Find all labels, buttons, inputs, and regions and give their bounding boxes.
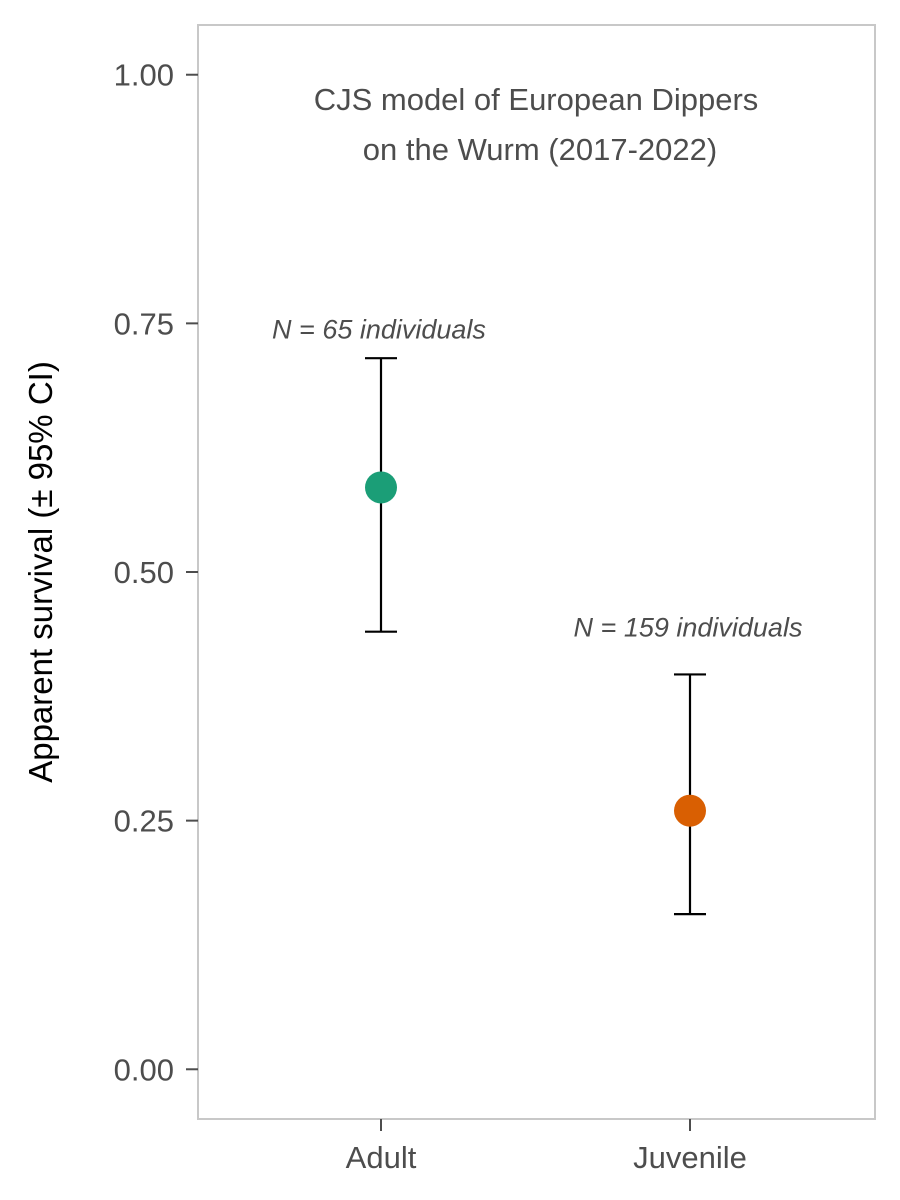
y-tick-label: 0.75	[114, 306, 174, 341]
y-tick-label: 0.00	[114, 1052, 174, 1087]
y-axis: 0.00 0.25 0.50 0.75 1.00	[114, 58, 198, 1087]
data-marks: N = 65 individuals N = 159 individuals	[272, 314, 803, 916]
data-point	[365, 471, 397, 504]
y-tick-label: 0.25	[114, 804, 174, 839]
data-point	[674, 794, 706, 827]
chart-title-line-1: CJS model of European Dippers	[314, 82, 759, 117]
plot-panel	[197, 24, 876, 1120]
x-axis: Adult Juvenile	[346, 1119, 747, 1175]
chart-title: CJS model of European Dippers on the Wur…	[314, 82, 759, 167]
chart-title-line-2: on the Wurm (2017-2022)	[363, 132, 717, 167]
x-tick-label: Juvenile	[633, 1140, 747, 1175]
y-axis-title: Apparent survival (± 95% CI)	[22, 361, 59, 783]
sample-size-annotation: N = 65 individuals	[272, 314, 486, 344]
sample-size-annotation: N = 159 individuals	[574, 613, 803, 643]
y-tick-label: 0.50	[114, 555, 174, 590]
x-tick-label: Adult	[346, 1140, 417, 1175]
y-tick-label: 1.00	[114, 58, 174, 93]
